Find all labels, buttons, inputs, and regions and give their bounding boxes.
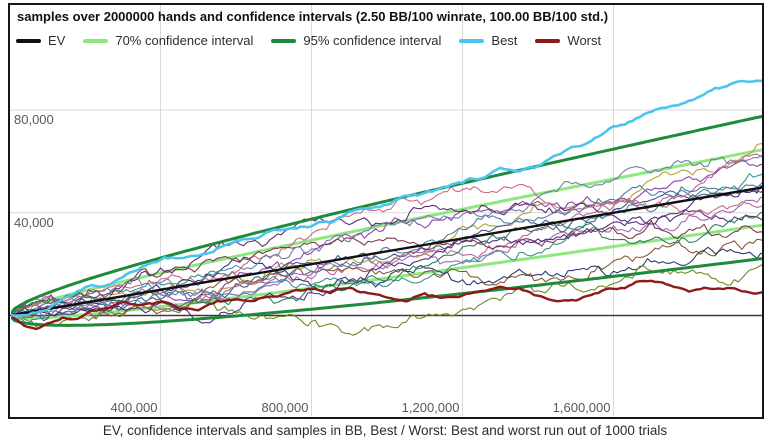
legend-label: Worst	[567, 33, 602, 48]
ci95-upper-line	[11, 114, 764, 316]
sample-run-line-14	[11, 212, 764, 315]
sample-run-line-10	[11, 196, 764, 317]
x-axis-label-800000: 800,000	[261, 400, 309, 415]
y-axis-label-40000: 40,000	[14, 215, 54, 230]
x-axis-label-1600000: 1,600,000	[552, 400, 611, 415]
sample-run-line-0	[11, 172, 764, 315]
sample-run-line-12	[11, 180, 764, 325]
x-axis-label-400000: 400,000	[110, 400, 158, 415]
y-axis-label-80000: 80,000	[14, 112, 54, 127]
best-run-line	[11, 79, 764, 317]
sample-run-line-6	[11, 202, 764, 317]
ci70-upper-line	[11, 147, 764, 317]
legend-swatch-icon	[535, 38, 561, 43]
sample-run-line-7	[11, 184, 764, 316]
legend-item-70-confidence-interval[interactable]: 70% confidence interval	[83, 33, 253, 48]
legend-label: 70% confidence interval	[115, 33, 254, 48]
worst-run-line	[11, 279, 764, 331]
legend-label: 95% confidence interval	[303, 33, 442, 48]
sample-run-line-13	[11, 185, 764, 324]
legend-swatch-icon	[459, 38, 485, 43]
legend-item-ev[interactable]: EV	[16, 33, 65, 48]
legend-swatch-icon	[271, 38, 297, 43]
sample-run-line-11	[11, 219, 764, 315]
x-axis-label-1200000: 1,200,000	[401, 400, 460, 415]
sample-run-line-15	[11, 152, 764, 318]
legend-label: Best	[491, 33, 518, 48]
sample-run-line-9	[11, 263, 764, 336]
chart-legend: EV 70% confidence interval 95% confidence …	[16, 33, 601, 48]
chart-title: samples over 2000000 hands and confidenc…	[17, 9, 609, 24]
legend-item-worst[interactable]: Worst	[535, 33, 601, 48]
legend-swatch-icon	[16, 38, 41, 43]
chart-caption: EV, confidence intervals and samples in …	[102, 423, 668, 438]
legend-swatch-icon	[83, 38, 109, 43]
legend-label: EV	[48, 33, 66, 48]
legend-item-95-confidence-interval[interactable]: 95% confidence interval	[271, 33, 441, 48]
legend-item-best[interactable]: Best	[459, 33, 517, 48]
ci95-lower-line	[11, 256, 764, 327]
ev-line	[11, 185, 764, 317]
ci70-lower-line	[11, 223, 764, 320]
